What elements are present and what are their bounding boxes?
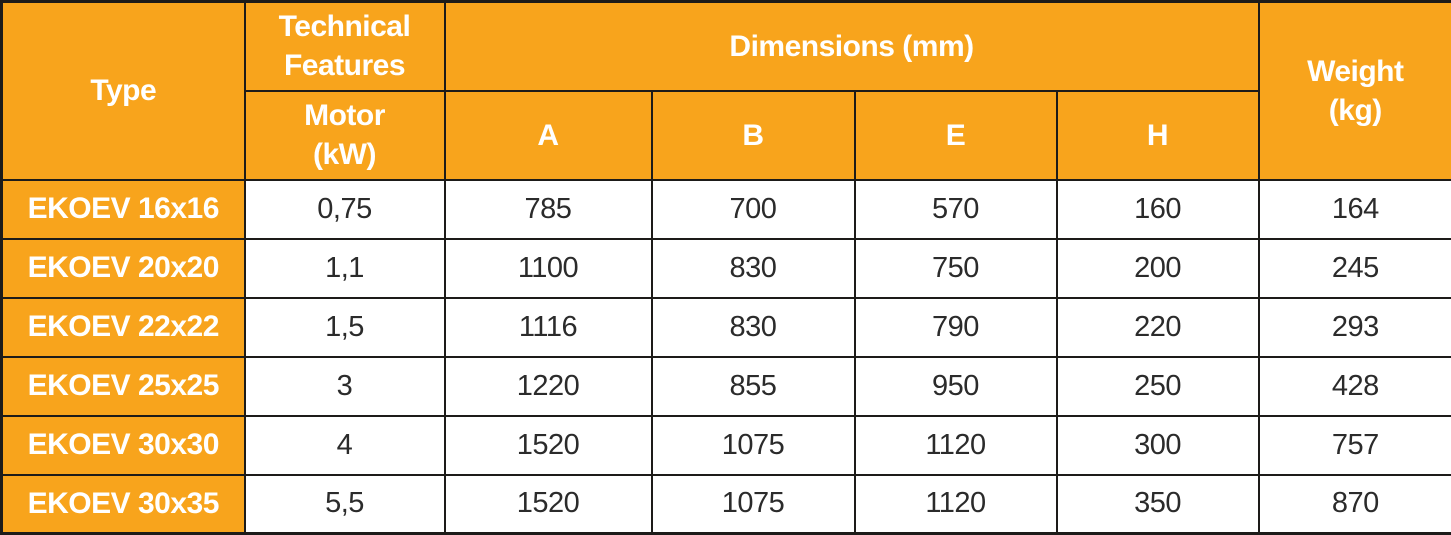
header-technical-features-line2: Features [246, 46, 444, 85]
cell-dim-b: 830 [652, 298, 855, 357]
cell-dim-h: 350 [1057, 475, 1259, 534]
header-motor: Motor (kW) [245, 91, 445, 180]
cell-dim-a: 1220 [445, 357, 652, 416]
header-weight: Weight (kg) [1259, 2, 1451, 180]
header-dim-e: E [855, 91, 1057, 180]
table-row: EKOEV 30x35 5,5 1520 1075 1120 350 870 [2, 475, 1451, 534]
header-dimensions: Dimensions (mm) [445, 2, 1259, 91]
header-technical-features-line1: Technical [246, 7, 444, 46]
table-row: EKOEV 16x16 0,75 785 700 570 160 164 [2, 180, 1451, 239]
cell-weight: 757 [1259, 416, 1451, 475]
cell-dim-b: 700 [652, 180, 855, 239]
cell-weight: 293 [1259, 298, 1451, 357]
cell-type: EKOEV 30x35 [2, 475, 245, 534]
header-dim-h: H [1057, 91, 1259, 180]
cell-dim-b: 830 [652, 239, 855, 298]
cell-type: EKOEV 20x20 [2, 239, 245, 298]
cell-weight: 870 [1259, 475, 1451, 534]
cell-dim-e: 570 [855, 180, 1057, 239]
table-row: EKOEV 25x25 3 1220 855 950 250 428 [2, 357, 1451, 416]
cell-weight: 164 [1259, 180, 1451, 239]
cell-dim-h: 160 [1057, 180, 1259, 239]
cell-motor-kw: 1,1 [245, 239, 445, 298]
cell-dim-h: 220 [1057, 298, 1259, 357]
cell-type: EKOEV 30x30 [2, 416, 245, 475]
cell-motor-kw: 5,5 [245, 475, 445, 534]
table-header: Type Technical Features Dimensions (mm) … [2, 2, 1451, 180]
cell-type: EKOEV 16x16 [2, 180, 245, 239]
cell-weight: 245 [1259, 239, 1451, 298]
cell-dim-a: 1100 [445, 239, 652, 298]
header-motor-line1: Motor [246, 96, 444, 135]
cell-dim-a: 785 [445, 180, 652, 239]
cell-dim-h: 300 [1057, 416, 1259, 475]
header-motor-line2: (kW) [246, 135, 444, 174]
cell-dim-e: 950 [855, 357, 1057, 416]
header-weight-line1: Weight [1260, 52, 1451, 91]
cell-dim-a: 1520 [445, 475, 652, 534]
header-type: Type [2, 2, 245, 180]
header-dim-a: A [445, 91, 652, 180]
header-dim-b: B [652, 91, 855, 180]
cell-dim-e: 790 [855, 298, 1057, 357]
table-row: EKOEV 20x20 1,1 1100 830 750 200 245 [2, 239, 1451, 298]
cell-type: EKOEV 22x22 [2, 298, 245, 357]
cell-dim-h: 200 [1057, 239, 1259, 298]
cell-motor-kw: 4 [245, 416, 445, 475]
cell-dim-e: 1120 [855, 416, 1057, 475]
cell-weight: 428 [1259, 357, 1451, 416]
cell-dim-b: 1075 [652, 475, 855, 534]
table-row: EKOEV 22x22 1,5 1116 830 790 220 293 [2, 298, 1451, 357]
cell-dim-h: 250 [1057, 357, 1259, 416]
cell-dim-b: 1075 [652, 416, 855, 475]
cell-dim-a: 1116 [445, 298, 652, 357]
header-row-top: Type Technical Features Dimensions (mm) … [2, 2, 1451, 91]
cell-motor-kw: 0,75 [245, 180, 445, 239]
header-technical-features: Technical Features [245, 2, 445, 91]
cell-dim-b: 855 [652, 357, 855, 416]
cell-motor-kw: 1,5 [245, 298, 445, 357]
cell-dim-e: 750 [855, 239, 1057, 298]
cell-dim-e: 1120 [855, 475, 1057, 534]
cell-type: EKOEV 25x25 [2, 357, 245, 416]
header-weight-line2: (kg) [1260, 91, 1451, 130]
cell-motor-kw: 3 [245, 357, 445, 416]
cell-dim-a: 1520 [445, 416, 652, 475]
table-body: EKOEV 16x16 0,75 785 700 570 160 164 EKO… [2, 180, 1451, 534]
table-row: EKOEV 30x30 4 1520 1075 1120 300 757 [2, 416, 1451, 475]
